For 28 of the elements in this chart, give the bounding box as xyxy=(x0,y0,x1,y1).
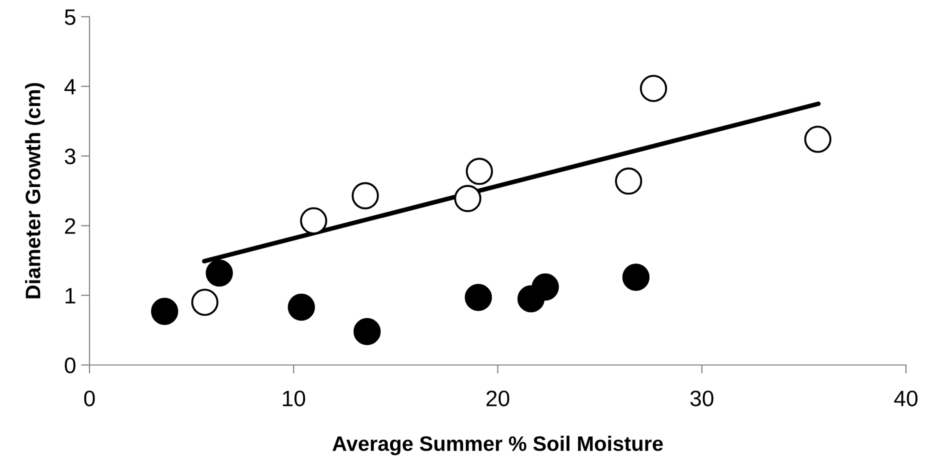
y-tick-label: 1 xyxy=(66,288,76,304)
y-tick-label: 3 xyxy=(64,148,76,164)
point xyxy=(300,207,328,234)
y-tick-label: 0 xyxy=(64,358,76,374)
point xyxy=(352,182,379,210)
x-tick-label: 40 xyxy=(894,390,918,406)
y-tick-label: 5 xyxy=(64,9,76,25)
point xyxy=(615,168,642,195)
point xyxy=(206,259,233,287)
point xyxy=(640,74,668,102)
x-tick-label: 30 xyxy=(690,390,714,406)
x-tick-label: 20 xyxy=(486,390,510,406)
point xyxy=(191,288,218,316)
point xyxy=(288,294,315,321)
point xyxy=(464,284,492,312)
point xyxy=(354,318,381,346)
point xyxy=(622,264,650,291)
point xyxy=(151,298,178,325)
point xyxy=(466,158,493,185)
point xyxy=(454,184,482,212)
y-tick-label: 4 xyxy=(64,79,76,94)
x-axis-title: Average Summer % Soil Moisture xyxy=(332,436,663,456)
y-axis-title: Diameter Growth (cm) xyxy=(25,83,45,298)
x-tick-label: 0 xyxy=(84,390,95,406)
y-tick-label: 2 xyxy=(65,218,76,234)
point xyxy=(804,126,832,153)
x-tick-label: 10 xyxy=(282,390,306,406)
point xyxy=(532,273,559,301)
